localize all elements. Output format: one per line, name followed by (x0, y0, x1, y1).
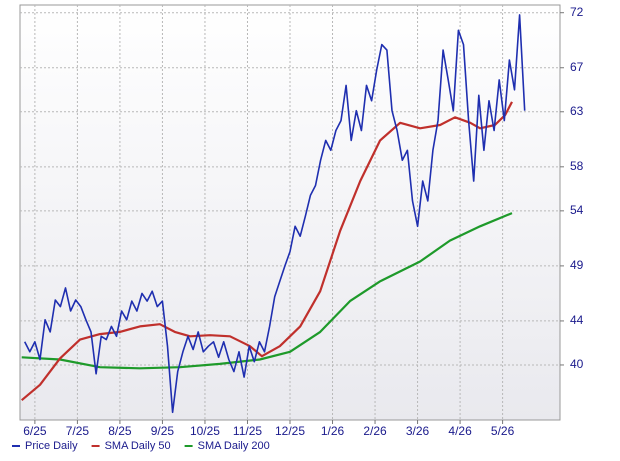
y-tick-label: 72 (570, 5, 584, 19)
x-tick-label: 5/26 (491, 424, 515, 438)
x-tick-label: 2/26 (363, 424, 387, 438)
x-tick-label: 3/26 (406, 424, 430, 438)
y-tick-label: 44 (570, 313, 584, 327)
x-tick-label: 11/25 (233, 424, 262, 438)
y-tick-label: 67 (570, 60, 584, 74)
y-tick-label: 54 (570, 203, 584, 217)
x-tick-label: 12/25 (275, 424, 305, 438)
lines (20, 14, 526, 414)
y-tick-label: 40 (570, 357, 584, 371)
series-line (21, 212, 513, 370)
x-tick-label: 6/25 (23, 424, 47, 438)
x-tick-label: 8/25 (108, 424, 132, 438)
legend-label: Price Daily (25, 440, 78, 452)
y-tick-label: 58 (570, 159, 584, 173)
x-tick-label: 4/26 (448, 424, 472, 438)
legend-label: SMA Daily 200 (198, 440, 270, 452)
x-tick-label: 7/25 (66, 424, 90, 438)
y-tick-label: 63 (570, 104, 584, 118)
legend: Price Daily SMA Daily 50 SMA Daily 200 (12, 440, 270, 452)
x-tick-label: 9/25 (151, 424, 175, 438)
x-tick-label: 10/25 (190, 424, 220, 438)
y-tick-label: 49 (570, 258, 584, 272)
legend-label: SMA Daily 50 (105, 440, 171, 452)
x-tick-label: 1/26 (321, 424, 345, 438)
grid (20, 5, 564, 424)
labels: 40 44 49 54 58 63 67 72 6/25 7/25 8/25 9/25 10/25 11/… (23, 5, 583, 438)
series-line (20, 101, 513, 402)
series-line (23, 14, 526, 414)
